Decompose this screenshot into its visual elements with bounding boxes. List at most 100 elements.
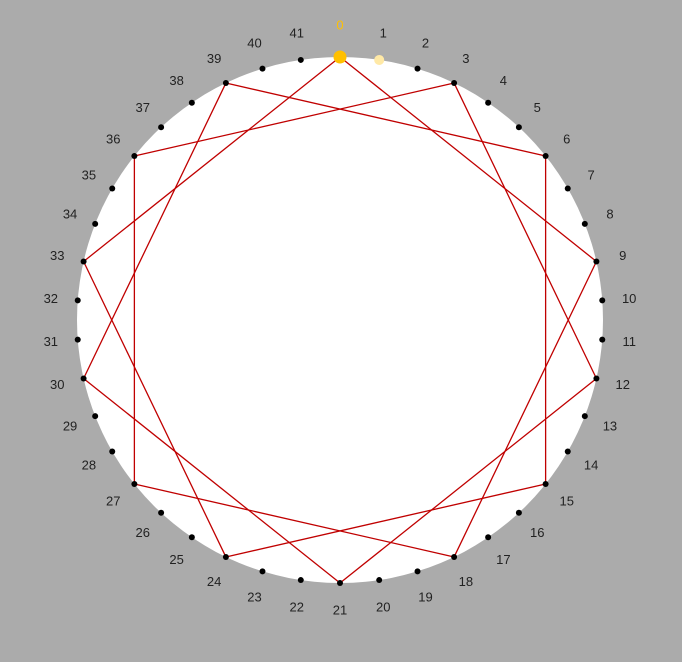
point-label-28: 28 (82, 458, 96, 473)
point-36[interactable] (131, 153, 138, 160)
point-2[interactable] (414, 65, 421, 72)
point-label-7: 7 (588, 168, 595, 183)
chord-line-33-0 (83, 56, 341, 262)
point-16[interactable] (515, 509, 522, 516)
chord-line-18-27 (134, 483, 455, 558)
point-label-4: 4 (500, 73, 507, 88)
point-9[interactable] (593, 258, 600, 265)
chord-line-12-21 (339, 378, 597, 584)
point-label-26: 26 (136, 525, 150, 540)
point-label-13: 13 (603, 418, 617, 433)
point-label-6: 6 (563, 132, 570, 147)
point-32[interactable] (74, 297, 81, 304)
point-label-34: 34 (63, 207, 77, 222)
point-11[interactable] (599, 336, 606, 343)
point-8[interactable] (581, 220, 588, 227)
circle-points (74, 50, 606, 586)
point-label-11: 11 (622, 334, 636, 349)
chord-line-21-30 (83, 378, 341, 584)
point-label-32: 32 (44, 291, 58, 306)
point-10[interactable] (599, 297, 606, 304)
point-label-21: 21 (333, 603, 347, 618)
chord-line-24-33 (83, 261, 227, 558)
point-27[interactable] (131, 480, 138, 487)
point-26[interactable] (158, 509, 165, 516)
point-1[interactable] (374, 54, 385, 65)
point-40[interactable] (259, 65, 266, 72)
point-14[interactable] (564, 448, 571, 455)
point-label-38: 38 (169, 73, 183, 88)
point-label-9: 9 (619, 248, 626, 263)
point-label-24: 24 (207, 574, 221, 589)
point-30[interactable] (80, 375, 87, 382)
point-7[interactable] (564, 185, 571, 192)
point-20[interactable] (376, 577, 383, 584)
point-5[interactable] (515, 124, 522, 131)
point-39[interactable] (222, 80, 229, 87)
point-33[interactable] (80, 258, 87, 265)
chord-line-9-18 (453, 261, 597, 558)
chord-line-39-6 (225, 82, 546, 157)
point-label-35: 35 (82, 168, 96, 183)
circle-disc (77, 57, 603, 583)
point-label-18: 18 (459, 574, 473, 589)
chord-line-30-39 (83, 82, 227, 379)
point-19[interactable] (414, 568, 421, 575)
point-label-16: 16 (530, 525, 544, 540)
point-12[interactable] (593, 375, 600, 382)
point-label-27: 27 (106, 493, 120, 508)
point-13[interactable] (581, 413, 588, 420)
chord-lines (83, 56, 597, 584)
chord-line-3-12 (453, 82, 597, 379)
point-38[interactable] (188, 99, 195, 106)
point-label-23: 23 (247, 590, 261, 605)
point-label-33: 33 (50, 248, 64, 263)
point-label-3: 3 (462, 51, 469, 66)
point-6[interactable] (542, 153, 549, 160)
point-29[interactable] (92, 413, 99, 420)
point-label-30: 30 (50, 377, 64, 392)
point-label-10: 10 (622, 291, 636, 306)
point-34[interactable] (92, 220, 99, 227)
point-label-40: 40 (247, 35, 261, 50)
point-label-31: 31 (44, 334, 58, 349)
point-label-29: 29 (63, 418, 77, 433)
point-label-39: 39 (207, 51, 221, 66)
chord-line-0-9 (339, 56, 597, 262)
chord-line-15-24 (225, 483, 546, 558)
point-labels: 0123456789101112131415161718192021222324… (44, 18, 637, 618)
point-0[interactable] (333, 50, 347, 64)
point-23[interactable] (259, 568, 266, 575)
point-35[interactable] (109, 185, 116, 192)
point-label-2: 2 (422, 35, 429, 50)
point-label-8: 8 (606, 207, 613, 222)
chord-line-36-3 (134, 82, 455, 157)
point-label-36: 36 (106, 132, 120, 147)
point-label-22: 22 (290, 599, 304, 614)
point-25[interactable] (188, 534, 195, 541)
point-22[interactable] (297, 577, 304, 584)
point-24[interactable] (222, 553, 229, 560)
point-label-17: 17 (496, 552, 510, 567)
point-4[interactable] (485, 99, 492, 106)
point-28[interactable] (109, 448, 116, 455)
point-18[interactable] (451, 553, 458, 560)
point-label-15: 15 (559, 493, 573, 508)
point-15[interactable] (542, 480, 549, 487)
point-21[interactable] (337, 580, 343, 586)
point-3[interactable] (451, 80, 458, 87)
point-label-0: 0 (336, 18, 343, 33)
point-label-19: 19 (418, 590, 432, 605)
point-37[interactable] (158, 124, 165, 131)
point-label-5: 5 (534, 100, 541, 115)
point-label-12: 12 (615, 377, 629, 392)
point-41[interactable] (297, 56, 304, 63)
point-label-37: 37 (136, 100, 150, 115)
point-label-25: 25 (169, 552, 183, 567)
point-label-1: 1 (380, 26, 387, 41)
point-31[interactable] (74, 336, 81, 343)
point-label-14: 14 (584, 458, 598, 473)
point-17[interactable] (485, 534, 492, 541)
point-label-20: 20 (376, 599, 390, 614)
